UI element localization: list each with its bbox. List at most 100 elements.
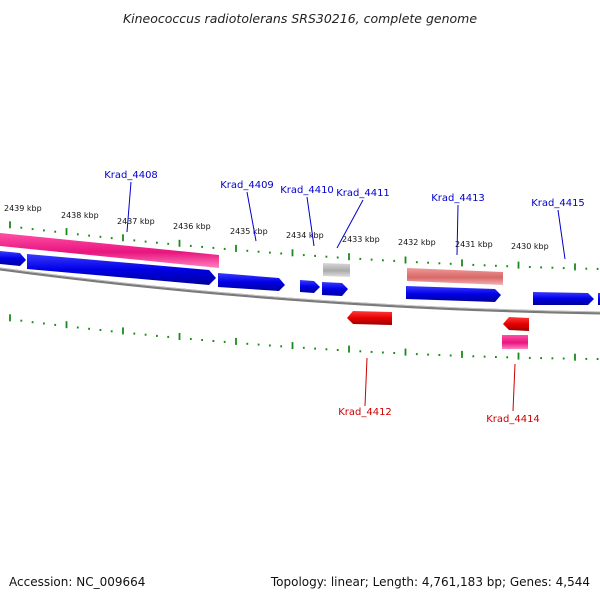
tick-minor <box>43 322 45 325</box>
forward-genes <box>0 251 600 305</box>
tick-minor <box>472 263 475 266</box>
tick-minor <box>43 229 45 232</box>
tick-minor <box>393 352 396 354</box>
tick-minor <box>201 245 203 248</box>
gene-krad-4408[interactable] <box>27 254 216 285</box>
tick-minor <box>189 244 192 247</box>
tick-minor <box>223 340 226 343</box>
leader-krad-4408 <box>126 181 132 233</box>
tick-major <box>574 353 576 361</box>
tick-major <box>574 263 576 271</box>
tick-minor <box>257 343 260 346</box>
tick-minor <box>382 351 384 354</box>
tick-minor <box>302 254 305 257</box>
tick-minor <box>438 354 441 356</box>
tick-minor <box>540 266 542 269</box>
upper-tick-ruler <box>9 221 599 271</box>
tick-minor <box>156 334 158 337</box>
gene-label-krad-4410[interactable]: Krad_4410 <box>280 185 334 196</box>
tick-minor <box>110 237 113 240</box>
map-title: Kineococcus radiotolerans SRS30216, comp… <box>123 11 477 26</box>
tick-minor <box>144 333 147 336</box>
tick-major <box>404 348 407 356</box>
tick-minor <box>314 347 316 350</box>
tick-minor <box>540 357 542 360</box>
gene-krad-4410[interactable] <box>300 280 320 293</box>
tick-minor <box>156 241 158 244</box>
tick-minor <box>528 356 531 359</box>
tick-major <box>291 249 294 257</box>
kbp-scale-labels: 2439 kbp 2438 kbp 2437 kbp 2436 kbp 2435… <box>4 204 549 251</box>
tick-minor <box>280 345 283 348</box>
tick-minor <box>495 264 497 267</box>
gene-krad-4409[interactable] <box>218 273 285 291</box>
leader-krad-4409 <box>246 191 257 242</box>
gene-label-krad-4415[interactable]: Krad_4415 <box>531 198 585 209</box>
gene-label-krad-4414[interactable]: Krad_4414 <box>486 414 540 425</box>
lower-tick-ruler <box>9 314 599 361</box>
gene-krad-4414[interactable] <box>503 317 529 331</box>
gene-krad-4413[interactable] <box>406 286 501 302</box>
rna-feature-krad-4414[interactable] <box>502 335 528 349</box>
kbp-label: 2437 kbp <box>117 217 155 226</box>
gene-label-krad-4413[interactable]: Krad_4413 <box>431 193 485 204</box>
tick-major <box>461 259 463 267</box>
tick-minor <box>76 233 79 236</box>
tick-major <box>348 253 350 261</box>
tick-minor <box>370 258 373 261</box>
genome-backbone <box>0 267 600 315</box>
tick-major <box>178 239 181 247</box>
gene-label-krad-4409[interactable]: Krad_4409 <box>220 180 274 191</box>
kbp-label: 2431 kbp <box>455 240 493 249</box>
tick-minor <box>449 262 452 265</box>
kbp-label: 2434 kbp <box>286 231 324 240</box>
tick-minor <box>359 350 362 353</box>
tick-minor <box>133 239 136 242</box>
tick-major <box>9 221 11 229</box>
tick-major <box>517 352 520 360</box>
pseudo-feature-krad-4413[interactable] <box>407 268 503 285</box>
gene-labels: Krad_4408 Krad_4409 Krad_4410 Krad_4411 … <box>104 170 585 425</box>
tick-minor <box>257 250 260 253</box>
tick-minor <box>551 357 554 360</box>
gene-label-krad-4412[interactable]: Krad_4412 <box>338 407 392 418</box>
tick-minor <box>336 349 339 351</box>
tick-minor <box>506 356 509 359</box>
gene-arrow-forward[interactable] <box>0 251 26 266</box>
gene-label-krad-4408[interactable]: Krad_4408 <box>104 170 158 181</box>
gene-label-krad-4411[interactable]: Krad_4411 <box>336 188 390 199</box>
tick-major <box>235 337 237 345</box>
tick-minor <box>246 249 249 252</box>
gene-krad-4415[interactable] <box>533 292 594 305</box>
tick-minor <box>506 265 509 268</box>
leader-krad-4411 <box>336 199 364 249</box>
tick-major <box>122 327 124 335</box>
kbp-label: 2433 kbp <box>342 235 380 244</box>
gene-krad-4412[interactable] <box>347 311 392 325</box>
rna-feature[interactable] <box>0 233 219 268</box>
tick-minor <box>359 257 362 260</box>
grey-feature-krad-4411[interactable] <box>323 263 350 277</box>
tick-minor <box>382 259 384 262</box>
kbp-label: 2435 kbp <box>230 227 268 236</box>
tick-minor <box>99 329 102 331</box>
kbp-label: 2432 kbp <box>398 238 436 247</box>
tick-minor <box>167 335 170 338</box>
tick-minor <box>223 247 226 250</box>
tick-minor <box>551 266 554 269</box>
tick-minor <box>325 255 328 258</box>
tick-minor <box>438 262 441 265</box>
gene-krad-4411-cds[interactable] <box>322 282 348 296</box>
tick-minor <box>483 264 486 267</box>
tick-minor <box>133 332 136 335</box>
tick-minor <box>76 326 79 329</box>
tick-minor <box>201 339 203 341</box>
tick-major <box>65 228 68 236</box>
tick-minor <box>31 321 34 324</box>
tick-minor <box>596 267 599 270</box>
tick-minor <box>246 342 249 345</box>
tick-minor <box>99 235 102 238</box>
tick-minor <box>54 230 57 233</box>
leader-krad-4415 <box>557 209 566 260</box>
